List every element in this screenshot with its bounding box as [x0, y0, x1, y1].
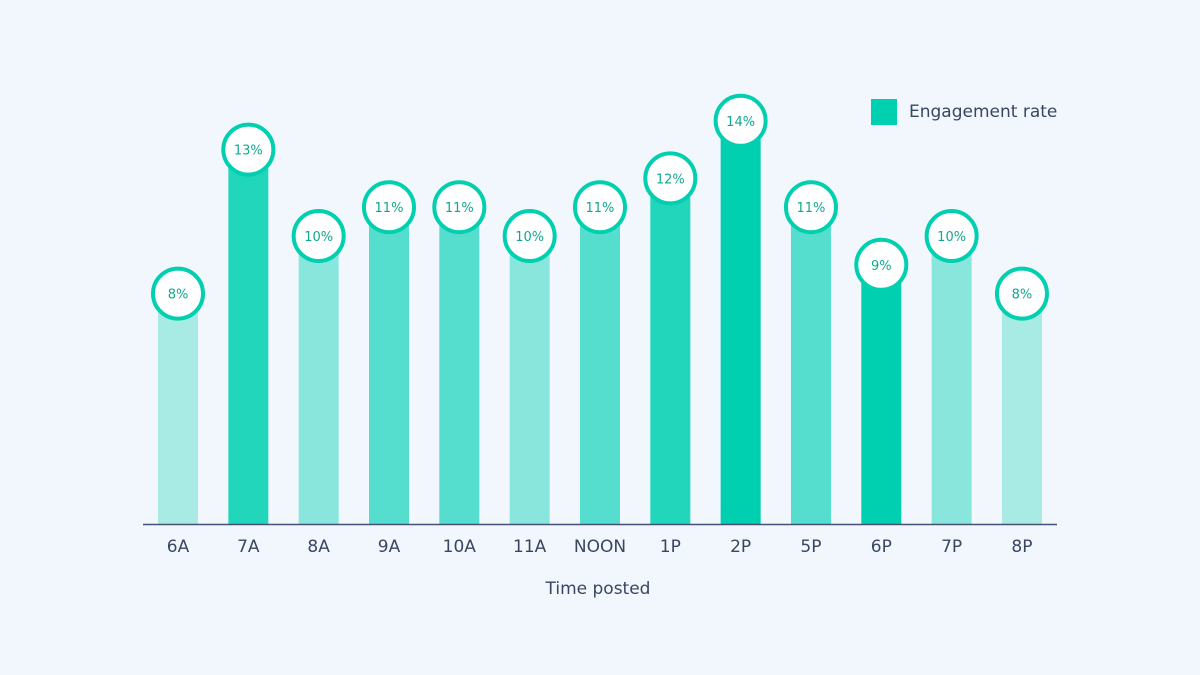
data-label: 8% [1012, 288, 1033, 303]
data-label: 13% [234, 144, 263, 159]
data-label-badge [502, 209, 557, 263]
data-label-badge [432, 180, 487, 235]
x-tick-label: 5P [800, 537, 821, 557]
x-tick-label: 7P [941, 537, 962, 557]
x-tick-label: NOON [574, 537, 626, 557]
data-label-badge [361, 180, 416, 235]
bar-6p [861, 264, 902, 524]
x-tick-label: 1P [660, 537, 681, 557]
data-label-badge [572, 180, 627, 235]
x-tick-label: 7A [237, 537, 260, 557]
data-label: 11% [797, 201, 826, 216]
data-label-badge [643, 151, 698, 206]
bar-6a [158, 293, 198, 524]
data-label: 10% [937, 230, 966, 245]
data-label: 11% [445, 201, 474, 216]
data-label-badge [854, 237, 909, 292]
bar-8a [298, 236, 339, 524]
x-tick-label: 8P [1011, 537, 1032, 557]
data-label: 10% [304, 230, 333, 245]
x-tick-label: 9A [378, 537, 401, 557]
bar-5p [790, 207, 831, 524]
data-label: 10% [515, 230, 544, 245]
data-label: 9% [871, 259, 892, 274]
data-label: 12% [656, 172, 685, 187]
bar-7a [228, 149, 269, 524]
x-axis-title: Time posted [545, 579, 651, 599]
x-tick-label: 8A [307, 537, 330, 557]
bar-2p [720, 120, 761, 525]
x-tick-label: 10A [443, 537, 477, 557]
legend-label: Engagement rate [909, 102, 1058, 122]
data-label-badge [291, 209, 346, 263]
bar-11a [509, 236, 550, 524]
data-label: 8% [168, 288, 189, 303]
data-label: 11% [586, 201, 615, 216]
data-label-badge [151, 266, 205, 321]
bar-8p [1001, 293, 1042, 524]
x-tick-label: 6A [167, 537, 190, 557]
bar-10a [439, 207, 480, 524]
data-label-badge [221, 122, 276, 177]
bar-noon [579, 207, 620, 524]
data-label: 14% [726, 115, 755, 130]
data-label-badge [924, 209, 979, 263]
bar-7p [931, 236, 972, 524]
x-tick-label: 6P [871, 537, 892, 557]
legend: Engagement rate [871, 99, 1057, 125]
bar-1p [650, 178, 691, 524]
data-label-badge [994, 266, 1049, 321]
bar-9a [368, 207, 409, 524]
data-label: 11% [375, 201, 404, 216]
x-tick-label: 2P [730, 537, 751, 557]
data-label-badge [713, 93, 768, 148]
x-tick-label: 11A [513, 537, 547, 557]
data-label-badge [783, 180, 838, 235]
legend-swatch [871, 99, 897, 125]
